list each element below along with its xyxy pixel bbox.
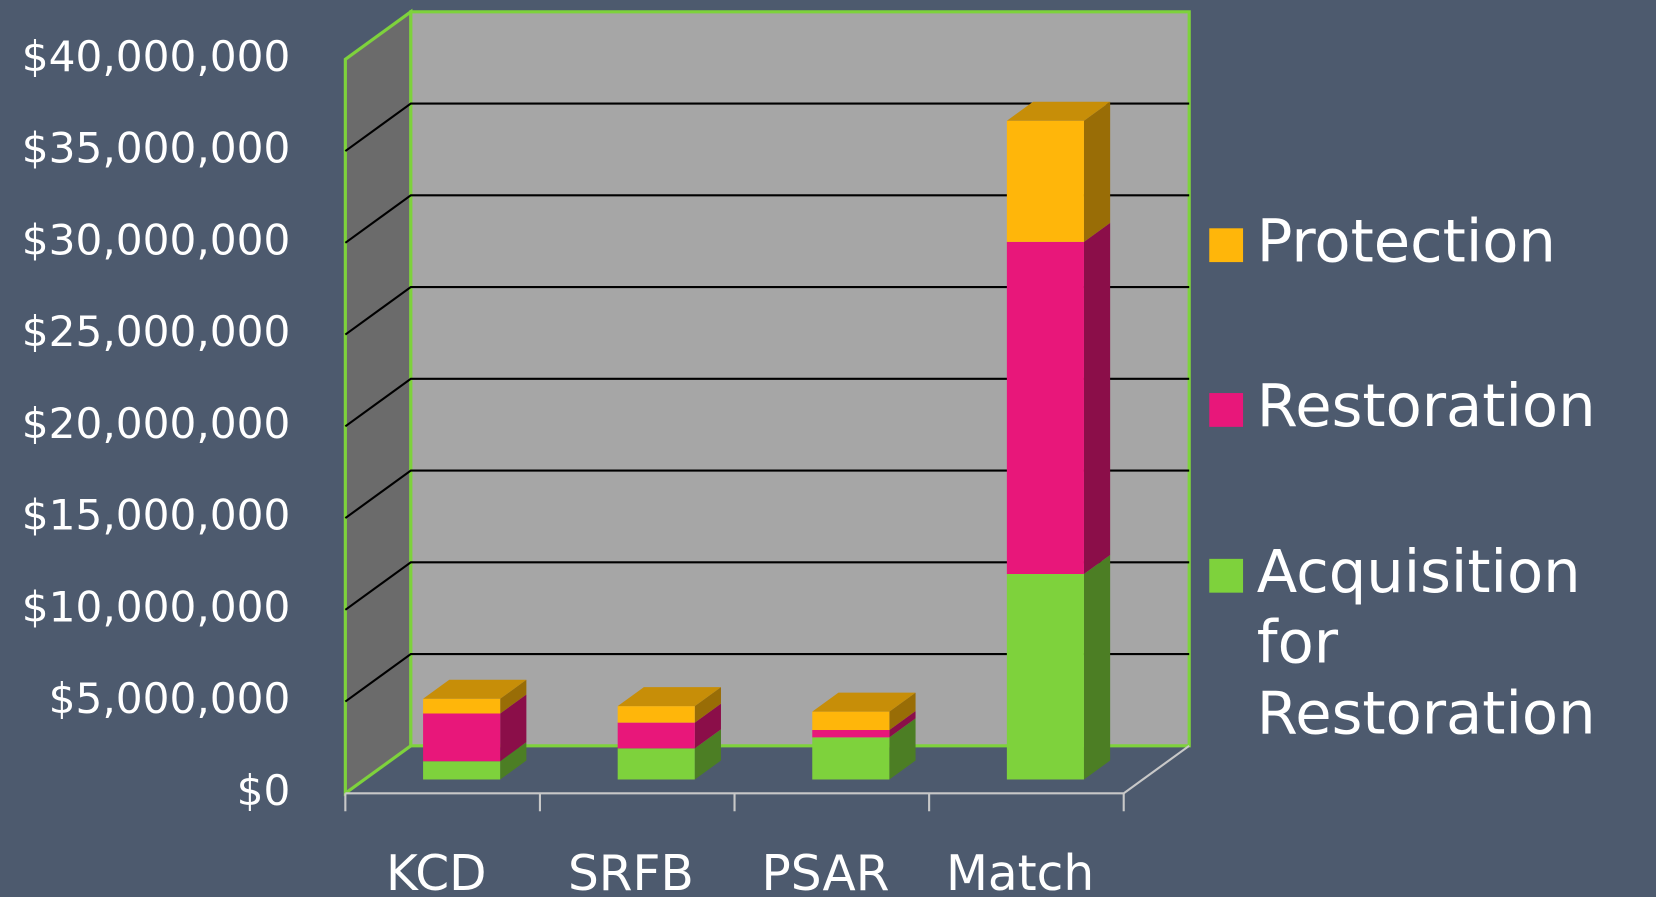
bar-front bbox=[617, 722, 695, 749]
x-tick-label: Match bbox=[946, 846, 1094, 897]
bar-segment bbox=[1006, 101, 1111, 242]
bar-segment bbox=[423, 679, 527, 714]
bar-side bbox=[1083, 555, 1111, 780]
x-tick-label: KCD bbox=[386, 846, 487, 897]
bar-front bbox=[617, 706, 695, 723]
bar-side bbox=[500, 679, 527, 714]
grid-line bbox=[344, 377, 1190, 428]
bar-side bbox=[1083, 222, 1111, 575]
legend-label: Restoration bbox=[1257, 371, 1596, 440]
bar-front bbox=[812, 711, 890, 730]
bar-top bbox=[812, 692, 916, 712]
bar-front bbox=[423, 698, 501, 714]
y-tick-label: $35,000,000 bbox=[22, 124, 291, 173]
bar-side bbox=[500, 694, 527, 762]
bar-segment bbox=[423, 694, 527, 762]
bar-segment bbox=[423, 742, 527, 780]
bar-segment bbox=[812, 718, 916, 780]
bar-side bbox=[1083, 101, 1111, 242]
legend-line: Acquisition bbox=[1257, 537, 1581, 606]
bar-front bbox=[423, 713, 501, 762]
bar-front bbox=[423, 761, 501, 780]
bar-segment bbox=[617, 729, 721, 780]
bar-side bbox=[500, 742, 527, 780]
bar-top bbox=[1006, 101, 1111, 121]
grid-line bbox=[344, 652, 1190, 703]
x-tick-label: SRFB bbox=[568, 846, 694, 897]
bar-side bbox=[889, 710, 916, 738]
y-tick-label: $25,000,000 bbox=[22, 307, 291, 356]
bar-front bbox=[1006, 120, 1084, 242]
y-tick-label: $5,000,000 bbox=[49, 674, 291, 723]
bar-segment bbox=[1006, 555, 1111, 780]
legend-label: Acquisition for Restoration bbox=[1257, 537, 1596, 748]
grid-line bbox=[344, 285, 1190, 336]
bar-side bbox=[694, 703, 721, 749]
bar-segment bbox=[812, 710, 916, 738]
bar-front bbox=[617, 748, 695, 780]
legend-swatch bbox=[1209, 393, 1244, 427]
legend-label: Protection bbox=[1257, 206, 1556, 275]
bar-segment bbox=[1006, 222, 1111, 575]
legend-line: Restoration bbox=[1257, 678, 1596, 747]
bar-front bbox=[812, 729, 890, 738]
bar-top bbox=[423, 679, 527, 699]
bar-side bbox=[694, 729, 721, 780]
bar-segment bbox=[812, 692, 916, 730]
bar-front bbox=[812, 737, 890, 780]
y-tick-label: $15,000,000 bbox=[22, 491, 291, 540]
x-tick-label: PSAR bbox=[761, 846, 889, 897]
bar-segment bbox=[617, 703, 721, 749]
grid-line bbox=[344, 561, 1190, 611]
y-tick-label: $20,000,000 bbox=[22, 399, 291, 448]
bar-front bbox=[1006, 241, 1084, 575]
legend-swatch bbox=[1209, 228, 1244, 263]
grid-line bbox=[344, 194, 1190, 244]
bar-segment bbox=[617, 687, 721, 723]
y-tick-label: $40,000,000 bbox=[22, 32, 291, 81]
grid-line bbox=[344, 469, 1190, 519]
bar-side bbox=[694, 687, 721, 723]
bar-top bbox=[617, 687, 721, 707]
y-tick-label: $0 bbox=[237, 766, 291, 815]
legend-swatch bbox=[1209, 558, 1244, 593]
bar-front bbox=[1006, 574, 1084, 780]
y-tick-label: $30,000,000 bbox=[22, 215, 291, 264]
grid-line bbox=[344, 102, 1190, 152]
legend-line: for bbox=[1257, 608, 1339, 677]
y-tick-label: $10,000,000 bbox=[22, 582, 291, 631]
bar-side bbox=[889, 692, 916, 730]
bar-side bbox=[889, 718, 916, 780]
